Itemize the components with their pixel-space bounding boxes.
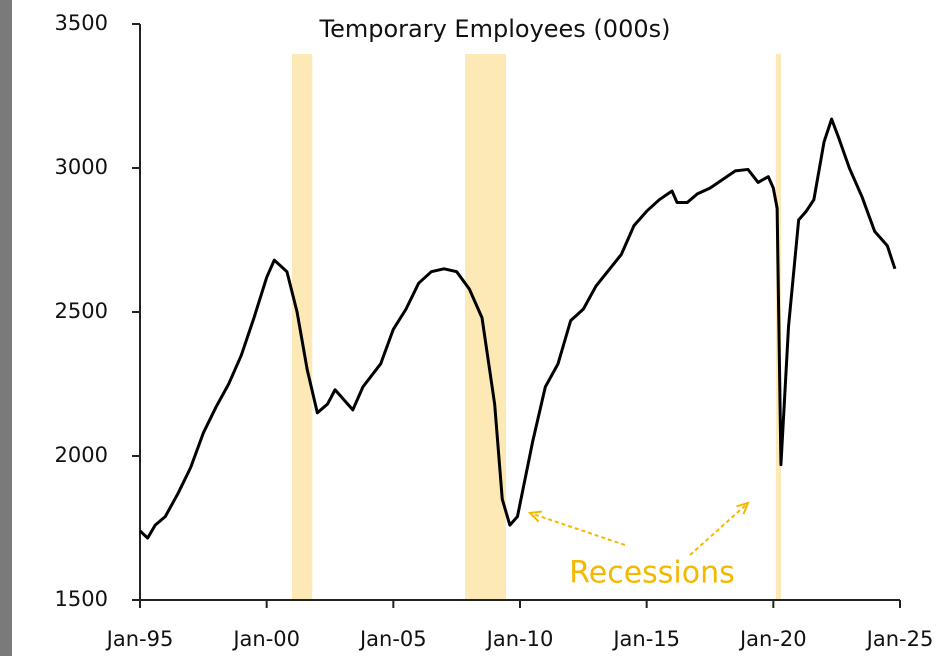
bands: [292, 54, 781, 600]
x-tick-label: Jan-10: [485, 627, 554, 651]
y-tick-label: 3500: [55, 11, 108, 35]
annotation: Recessions: [569, 556, 735, 591]
annotation-arrows: [527, 501, 750, 556]
y-tick-label: 3000: [55, 155, 108, 179]
recession-band: [292, 54, 313, 600]
y-tick-label: 2500: [55, 299, 108, 323]
arrow-head: [736, 501, 750, 515]
recession-band: [465, 54, 507, 600]
y-tick-label: 2000: [55, 443, 108, 467]
chart-title: Temporary Employees (000s): [319, 15, 671, 43]
y-tick-label: 1500: [55, 587, 108, 611]
x-tick-label: Jan-05: [358, 627, 427, 651]
x-tick-label: Jan-00: [231, 627, 300, 651]
left-strip: [0, 0, 12, 656]
arrow-head: [527, 510, 543, 523]
x-tick-label: Jan-25: [865, 627, 934, 651]
x-tick-label: Jan-20: [738, 627, 807, 651]
x-tick-label: Jan-15: [611, 627, 680, 651]
x-tick-label: Jan-95: [105, 627, 174, 651]
arrow: [529, 512, 626, 546]
arrow: [689, 502, 749, 556]
line-series: [138, 117, 897, 540]
